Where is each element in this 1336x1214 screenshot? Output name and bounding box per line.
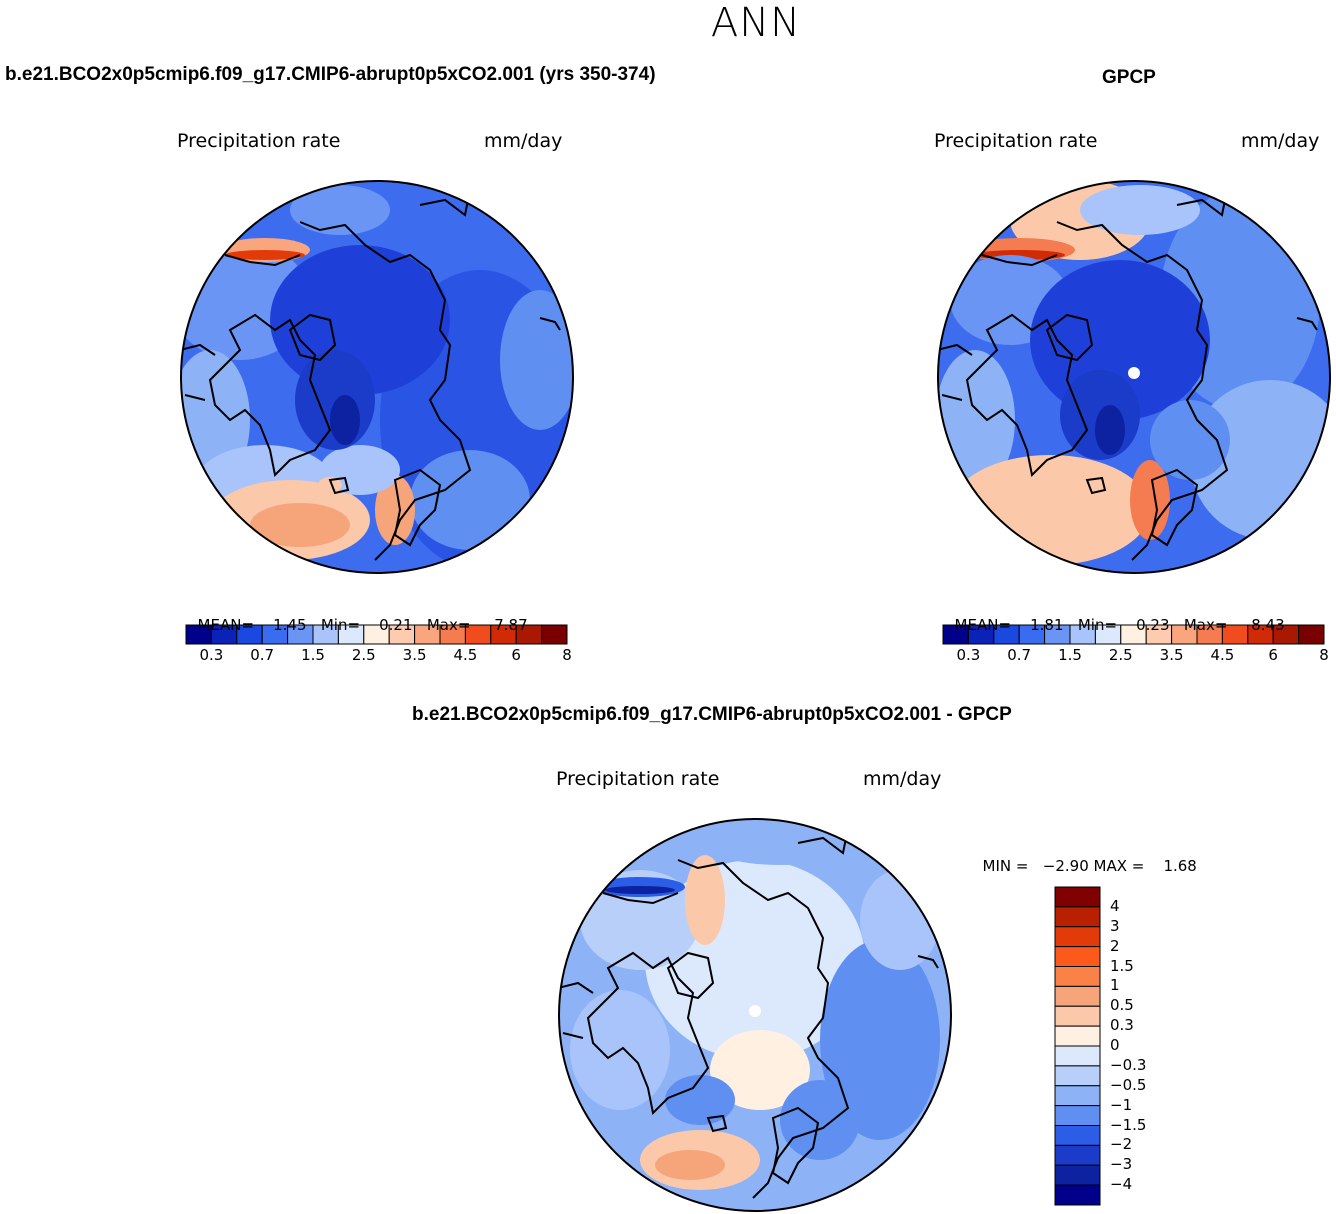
colorbar-3-tick-label: 2 <box>1110 936 1120 955</box>
panel-3-case-title: b.e21.BCO2x0p5cmip6.f09_g17.CMIP6-abrupt… <box>412 704 1012 725</box>
colorbar-swatch <box>1054 985 1101 1007</box>
panel-1-mean-label: MEAN= <box>197 616 255 634</box>
panel-1-case-title: b.e21.BCO2x0p5cmip6.f09_g17.CMIP6-abrupt… <box>5 64 656 85</box>
colorbar-2-tick-label: 0.7 <box>1007 646 1032 664</box>
colorbar-1-tick-label: 8 <box>562 646 572 664</box>
panel-2-mean-label: MEAN= <box>954 616 1012 634</box>
panel-2-units: mm/day <box>1241 130 1320 152</box>
colorbar-1-tick-label: 3.5 <box>402 646 427 664</box>
panel-2-min-value: 0.23 <box>1136 616 1170 634</box>
panel-2-stats: MEAN= 1.81 Min= 0.23 Max= 8.43 <box>945 598 1285 634</box>
colorbar-swatch <box>1054 1045 1101 1067</box>
map-2-border <box>937 180 1331 574</box>
colorbar-1-tick-label: 0.3 <box>199 646 224 664</box>
panel-1-max-label: Max= <box>426 616 471 634</box>
colorbar-3-tick-label: −1.5 <box>1110 1115 1147 1134</box>
panel-1-min-label: Min= <box>320 616 361 634</box>
panel-2-variable: Precipitation rate <box>934 130 1098 152</box>
colorbar-3-tick-label: 4 <box>1110 896 1120 915</box>
colorbar-panel-1 <box>185 624 568 645</box>
colorbar-swatch <box>1054 1164 1101 1186</box>
colorbar-swatch <box>1054 1125 1101 1146</box>
colorbar-panel-2 <box>942 624 1325 645</box>
colorbar-3-tick-label: −0.5 <box>1110 1075 1147 1094</box>
colorbar-swatch <box>1054 1025 1101 1047</box>
panel-3-stats: MIN = −2.90 MAX = 1.68 <box>973 839 1197 875</box>
colorbar-2-tick-label: 2.5 <box>1108 646 1133 664</box>
colorbar-3-tick-label: 3 <box>1110 916 1120 935</box>
colorbar-3-tick-label: 0 <box>1110 1036 1120 1054</box>
colorbar-swatch <box>1054 906 1101 928</box>
colorbar-3-tick-label: 1.5 <box>1110 956 1134 975</box>
colorbar-1-tick-label: 0.7 <box>250 646 275 664</box>
panel-3-min-label: MIN = <box>982 857 1029 875</box>
colorbar-3-tick-label: 0.3 <box>1110 1016 1134 1035</box>
colorbar-3-tick-label: −2 <box>1110 1135 1133 1154</box>
panel-3-max-value: 1.68 <box>1163 857 1197 875</box>
colorbar-3-tick-label: −0.3 <box>1110 1055 1147 1074</box>
main-title: ANN <box>710 0 802 46</box>
colorbar-swatch <box>1298 624 1325 645</box>
colorbar-swatch <box>1054 946 1101 967</box>
panel-3-variable: Precipitation rate <box>556 768 720 790</box>
colorbar-2-tick-label: 8 <box>1319 646 1329 664</box>
panel-2-max-value: 8.43 <box>1251 616 1285 634</box>
colorbar-swatch <box>1054 1005 1101 1027</box>
colorbar-2-tick-label: 3.5 <box>1159 646 1184 664</box>
colorbar-swatch <box>1054 886 1101 908</box>
colorbar-2-tick-label: 4.5 <box>1210 646 1235 664</box>
colorbar-3-tick-label: 1 <box>1110 976 1120 995</box>
colorbar-1-tick-label: 6 <box>511 646 521 664</box>
colorbar-3-tick-label: 0.5 <box>1110 996 1134 1015</box>
map-panel-1 <box>181 181 573 573</box>
panel-1-mean-value: 1.45 <box>273 616 307 634</box>
panel-1-max-value: 7.87 <box>494 616 528 634</box>
colorbar-swatch <box>1054 926 1101 948</box>
colorbar-3-tick-label: −1 <box>1110 1095 1133 1114</box>
panel-3-units: mm/day <box>863 768 942 790</box>
colorbar-1-tick-label: 4.5 <box>453 646 478 664</box>
panel-3-min-value: −2.90 <box>1042 857 1089 875</box>
colorbar-3-tick-label: −4 <box>1110 1175 1133 1194</box>
panel-2-min-label: Min= <box>1077 616 1118 634</box>
colorbar-panel-3 <box>1054 886 1101 1206</box>
colorbar-2-tick-label: 1.5 <box>1058 646 1082 664</box>
colorbar-1-tick-label: 1.5 <box>301 646 325 664</box>
colorbar-2-tick-label: 6 <box>1268 646 1278 664</box>
colorbar-swatch <box>1054 1105 1101 1126</box>
map-1-border <box>180 180 574 574</box>
colorbar-swatch <box>1054 1085 1101 1107</box>
map-3-border <box>558 818 952 1212</box>
panel-3-max-label: MAX = <box>1093 857 1145 875</box>
colorbar-swatch <box>1054 966 1101 987</box>
panel-1-min-value: 0.21 <box>379 616 413 634</box>
panel-1-stats: MEAN= 1.45 Min= 0.21 Max= 7.87 <box>188 598 528 634</box>
colorbar-swatch <box>541 624 568 645</box>
colorbar-3-tick-label: −3 <box>1110 1155 1133 1174</box>
panel-2-case-title: GPCP <box>1102 67 1156 88</box>
colorbar-swatch <box>1054 1184 1101 1206</box>
panel-2-max-label: Max= <box>1183 616 1228 634</box>
colorbar-2-tick-label: 0.3 <box>956 646 981 664</box>
colorbar-swatch <box>1054 1144 1101 1166</box>
colorbar-1-tick-label: 2.5 <box>351 646 376 664</box>
panel-1-units: mm/day <box>484 130 563 152</box>
panel-1-variable: Precipitation rate <box>177 130 341 152</box>
panel-2-mean-value: 1.81 <box>1030 616 1064 634</box>
colorbar-swatch <box>1054 1065 1101 1087</box>
